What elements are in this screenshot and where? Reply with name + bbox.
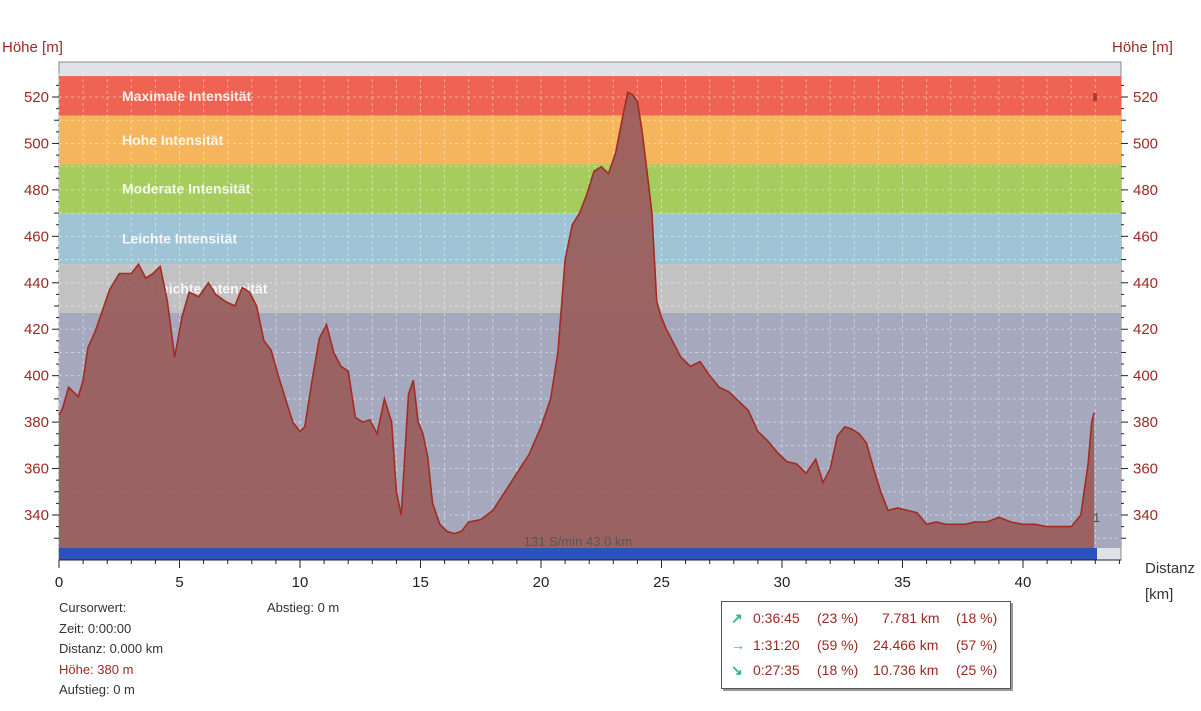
x-axis-title-line2: [km] xyxy=(1145,586,1174,603)
stats-time: 0:36:45 xyxy=(753,610,800,626)
end-marker-label: 1 xyxy=(1093,510,1100,525)
stats-time-pct: (18 %) xyxy=(817,662,859,678)
cursor-title: Cursorwert: xyxy=(59,600,127,615)
x-tick-label: 10 xyxy=(292,574,309,591)
y-tick-label: 360 xyxy=(1133,461,1158,478)
cursor-elevation: Höhe: 380 m xyxy=(59,661,134,677)
segment-stats-panel: ↗ 0:36:45 (23 %) 7.781 km (18 %) → 1:31:… xyxy=(721,601,1011,689)
y-tick-label: 500 xyxy=(1133,135,1158,152)
cursor-descent-value: Abstieg: 0 m xyxy=(267,600,340,615)
stats-distance-pct: (57 %) xyxy=(956,637,998,653)
x-axis-title: Distanz [km] xyxy=(1145,556,1195,608)
y-tick-label: 500 xyxy=(24,135,49,152)
end-marker xyxy=(1093,93,1097,101)
x-axis: 0 5 10 15 20 25 30 35 40 xyxy=(55,560,1120,591)
zone-label: Maximale Intensität xyxy=(122,88,251,104)
cursor-descent: Abstieg: 0 m xyxy=(267,598,339,619)
stats-time-pct: (23 %) xyxy=(817,610,859,626)
arrow-right-icon: → xyxy=(731,637,745,653)
elevation-area xyxy=(59,92,1095,549)
zone-label: Moderate Intensität xyxy=(122,181,251,197)
y-tick-label: 340 xyxy=(24,507,49,524)
stats-distance: 24.466 km xyxy=(873,637,939,653)
zone-band xyxy=(59,115,1121,165)
stats-row-flat: → 1:31:20 (59 %) 24.466 km (57 %) xyxy=(722,637,1010,657)
stats-row-ascent: ↗ 0:36:45 (23 %) 7.781 km (18 %) xyxy=(722,610,1010,630)
y-axis-right: 340 360 380 400 420 440 460 480 500 520 xyxy=(1121,84,1158,539)
y-tick-label: 340 xyxy=(1133,507,1158,524)
x-tick-label: 15 xyxy=(412,574,429,591)
y-tick-label: 380 xyxy=(1133,414,1158,431)
y-tick-label: 460 xyxy=(24,228,49,245)
x-tick-label: 5 xyxy=(175,574,183,591)
zone-label: Hohe Intensität xyxy=(122,132,223,148)
track-label: 131 S/min 43.0 km xyxy=(524,534,632,549)
stats-row-descent: ↘ 0:27:35 (18 %) 10.736 km (25 %) xyxy=(722,662,1010,682)
x-axis-title-line1: Distanz xyxy=(1145,560,1196,577)
x-tick-label: 0 xyxy=(55,574,63,591)
y-tick-label: 480 xyxy=(24,182,49,199)
track-bar xyxy=(59,548,1097,560)
cursor-time: Zeit: 0:00:00 xyxy=(59,620,132,636)
x-tick-label: 20 xyxy=(533,574,550,591)
elevation-line xyxy=(58,91,1095,535)
y-tick-label: 520 xyxy=(1133,89,1158,106)
stats-time-pct: (59 %) xyxy=(817,637,859,653)
y-tick-label: 380 xyxy=(24,414,49,431)
y-tick-label: 440 xyxy=(24,275,49,292)
x-tick-label: 35 xyxy=(894,574,911,591)
y-tick-label: 440 xyxy=(1133,275,1158,292)
x-tick-label: 30 xyxy=(774,574,791,591)
stats-distance: 10.736 km xyxy=(873,662,939,678)
y-tick-label: 420 xyxy=(24,321,49,338)
x-tick-label: 25 xyxy=(653,574,670,591)
stats-distance-pct: (25 %) xyxy=(956,662,998,678)
cursor-ascent: Aufstieg: 0 m xyxy=(59,682,135,697)
zone-label: Leichte Intensität xyxy=(122,231,237,247)
y-tick-label: 360 xyxy=(24,461,49,478)
stats-time: 0:27:35 xyxy=(753,662,800,678)
y-tick-label: 400 xyxy=(24,368,49,385)
y-tick-label: 460 xyxy=(1133,228,1158,245)
stats-time: 1:31:20 xyxy=(753,637,800,653)
y-axis-title-left: Höhe [m] xyxy=(2,39,63,56)
cursor-distance: Distanz: 0.000 km xyxy=(59,641,164,656)
y-axis-left: 340 360 380 400 420 440 460 480 500 520 xyxy=(24,84,59,539)
arrow-up-right-icon: ↗ xyxy=(731,610,743,626)
zone-band xyxy=(59,76,1121,116)
y-tick-label: 400 xyxy=(1133,368,1158,385)
y-tick-label: 420 xyxy=(1133,321,1158,338)
x-tick-label: 40 xyxy=(1015,574,1032,591)
stats-distance-pct: (18 %) xyxy=(956,610,998,626)
y-axis-title-right: Höhe [m] xyxy=(1112,39,1173,56)
cursor-info-panel: Cursorwert: Zeit: 0:00:00 Distanz: 0.000… xyxy=(59,598,163,701)
arrow-down-right-icon: ↘ xyxy=(731,662,743,678)
y-tick-label: 480 xyxy=(1133,182,1158,199)
stats-distance: 7.781 km xyxy=(882,610,940,626)
y-tick-label: 520 xyxy=(24,89,49,106)
